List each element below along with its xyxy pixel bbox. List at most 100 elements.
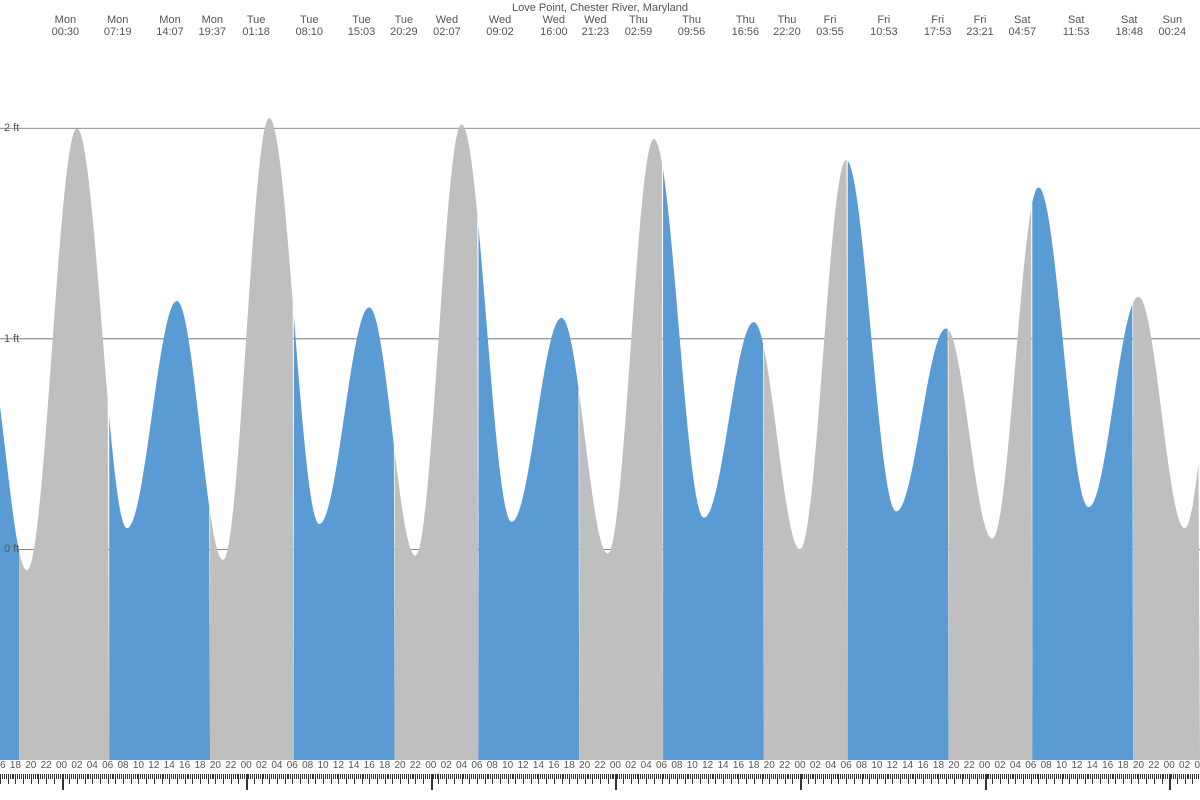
x-tick <box>521 774 522 779</box>
x-tick <box>1187 774 1188 779</box>
x-tick <box>683 774 684 779</box>
x-tick <box>77 774 78 784</box>
x-tick <box>1092 774 1093 784</box>
x-tick <box>662 774 663 784</box>
x-tick <box>977 774 978 784</box>
x-hour-label: 10 <box>318 760 329 771</box>
x-tick <box>585 774 586 784</box>
x-tick <box>721 774 722 779</box>
x-tick <box>240 774 241 779</box>
x-hour-label: 04 <box>271 760 282 771</box>
x-tick <box>765 774 766 779</box>
x-tick <box>213 774 214 779</box>
x-tick <box>60 774 61 779</box>
x-tick <box>860 774 861 779</box>
x-hour-label: 04 <box>641 760 652 771</box>
x-tick <box>254 774 255 784</box>
x-hour-label: 20 <box>25 760 36 771</box>
top-time-labels: 6Mon00:30Mon07:19Mon14:07Mon19:37Tue01:1… <box>0 14 1200 42</box>
x-tick <box>888 774 889 779</box>
x-tick <box>815 774 816 784</box>
x-tick <box>1050 774 1051 779</box>
tide-time-label: Fri17:53 <box>924 14 952 38</box>
x-tick <box>890 774 891 779</box>
x-tick <box>1063 774 1064 779</box>
x-tick <box>435 774 436 779</box>
x-tick <box>1137 774 1138 779</box>
x-tick <box>410 774 411 779</box>
tide-time-label: Thu16:56 <box>732 14 760 38</box>
x-tick <box>344 774 345 779</box>
x-hour-label: 14 <box>902 760 913 771</box>
x-tick <box>319 774 320 779</box>
x-tick <box>1162 774 1163 784</box>
x-tick <box>577 774 578 784</box>
x-tick <box>690 774 691 779</box>
x-tick <box>756 774 757 779</box>
x-tick <box>1173 774 1174 779</box>
x-tick <box>1062 774 1063 784</box>
x-hour-label: 08 <box>1041 760 1052 771</box>
x-tick <box>135 774 136 779</box>
x-tick <box>927 774 928 779</box>
x-tick <box>637 774 638 779</box>
x-tick <box>819 774 820 779</box>
x-tick <box>981 774 982 779</box>
x-tick <box>212 774 213 779</box>
x-tick <box>367 774 368 779</box>
x-hour-label: 00 <box>56 760 67 771</box>
x-tick <box>260 774 261 779</box>
x-tick <box>1012 774 1013 779</box>
x-tick <box>4 774 5 779</box>
x-tick <box>469 774 470 784</box>
x-tick <box>733 774 734 779</box>
x-tick <box>123 774 124 784</box>
x-tick <box>29 774 30 779</box>
x-tick <box>1112 774 1113 779</box>
x-tick <box>46 774 47 784</box>
x-tick <box>312 774 313 779</box>
x-tick <box>225 774 226 779</box>
tide-night-band <box>19 128 109 760</box>
x-tick <box>467 774 468 779</box>
x-tick <box>465 774 466 779</box>
x-hour-label: 02 <box>810 760 821 771</box>
x-hour-label: 10 <box>502 760 513 771</box>
x-tick <box>867 774 868 779</box>
x-tick <box>150 774 151 779</box>
x-tick <box>677 774 678 784</box>
tide-time-label: Tue15:03 <box>348 14 376 38</box>
x-tick <box>1156 774 1157 779</box>
x-tick <box>777 774 778 784</box>
x-tick <box>950 774 951 779</box>
x-tick <box>1163 774 1164 779</box>
x-tick <box>2 774 3 779</box>
x-tick <box>1198 774 1199 779</box>
x-tick <box>600 774 601 784</box>
x-tick <box>531 774 532 784</box>
x-tick <box>781 774 782 779</box>
x-tick <box>381 774 382 779</box>
x-tick <box>292 774 293 784</box>
x-tick <box>954 774 955 784</box>
x-tick <box>1140 774 1141 779</box>
x-tick <box>517 774 518 779</box>
x-tick <box>369 774 370 784</box>
x-tick <box>612 774 613 779</box>
x-tick <box>1010 774 1011 779</box>
x-tick <box>283 774 284 779</box>
x-hour-label: 06 <box>656 760 667 771</box>
x-tick <box>112 774 113 779</box>
x-tick <box>204 774 205 779</box>
x-tick <box>863 774 864 779</box>
x-tick <box>546 774 547 784</box>
tide-time-label: Wed21:23 <box>582 14 610 38</box>
x-tick <box>302 774 303 779</box>
tide-time-label: Mon19:37 <box>199 14 227 38</box>
x-tick <box>590 774 591 779</box>
x-tick <box>573 774 574 779</box>
x-tick <box>644 774 645 779</box>
x-tick <box>823 774 824 784</box>
x-tick <box>935 774 936 779</box>
x-hour-label: 12 <box>887 760 898 771</box>
